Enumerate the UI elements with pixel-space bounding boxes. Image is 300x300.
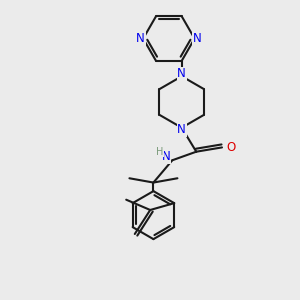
Text: N: N (162, 150, 171, 163)
Text: H: H (156, 147, 163, 157)
Text: N: N (193, 32, 202, 45)
Text: N: N (136, 32, 145, 45)
Text: N: N (177, 123, 186, 136)
Text: N: N (177, 67, 186, 80)
Text: O: O (226, 141, 235, 154)
